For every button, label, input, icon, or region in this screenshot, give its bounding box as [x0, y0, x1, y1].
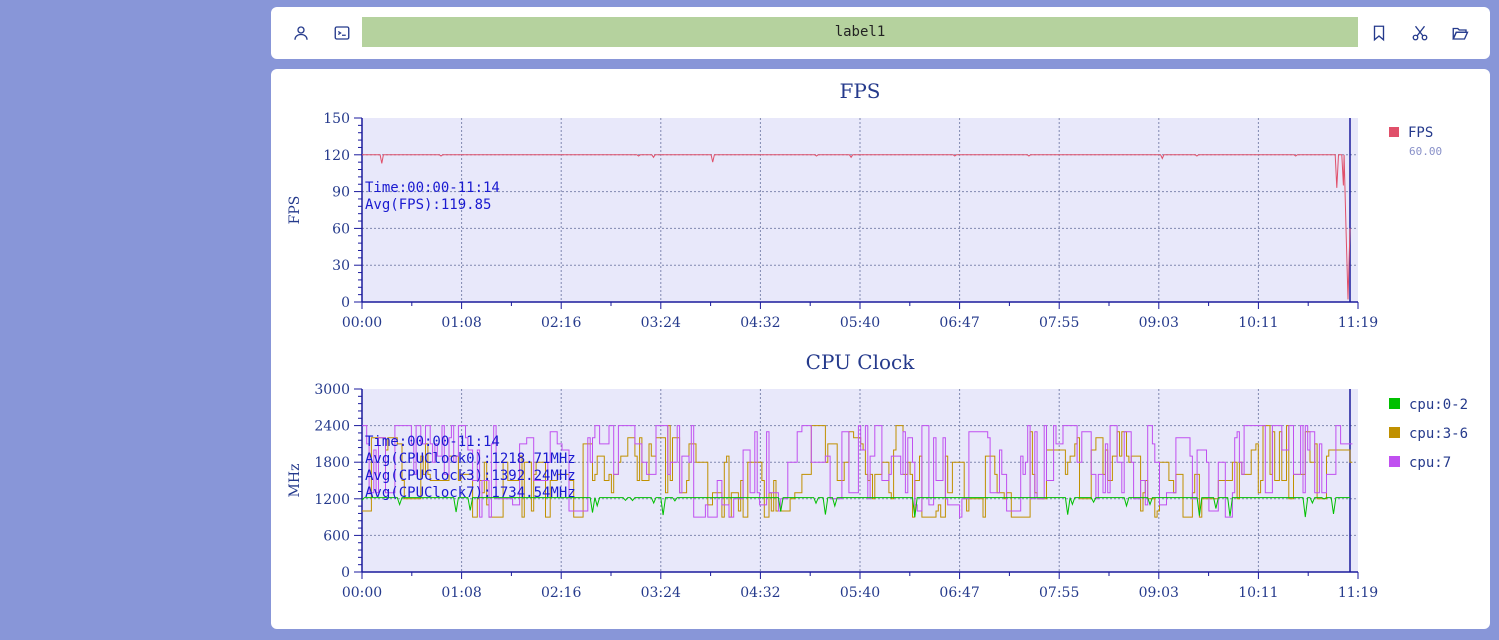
chart-title: CPU Clock — [806, 350, 916, 374]
user-icon[interactable] — [289, 21, 313, 45]
stats-note: Avg(CPUClock0):1218.71MHz — [365, 451, 576, 467]
x-tick-label: 01:08 — [441, 315, 481, 331]
cpu7-series-line — [362, 425, 1353, 518]
legend-label-fps: FPS — [1408, 125, 1433, 141]
legend-label: cpu:0-2 — [1409, 397, 1468, 413]
y-tick-label: 150 — [323, 111, 350, 127]
scissors-icon[interactable] — [1408, 21, 1432, 45]
x-tick-label: 06:47 — [939, 315, 979, 331]
terminal-icon[interactable] — [330, 21, 354, 45]
chart-title: FPS — [839, 79, 880, 103]
charts-panel: FPS 0 30 60 90 120 150 00:00 01:08 02:16 03:24 04:3… — [271, 69, 1490, 629]
stats-note: Avg(FPS):119.85 — [365, 197, 491, 213]
x-tick-label: 07:55 — [1039, 585, 1079, 601]
y-tick-label: 3000 — [314, 382, 350, 398]
toolbar: label1 — [271, 7, 1490, 59]
y-tick-label: 0 — [341, 565, 350, 581]
stats-note: Time:00:00-11:14 — [365, 180, 500, 196]
x-tick-label: 02:16 — [541, 315, 581, 331]
x-tick-label: 11:19 — [1338, 585, 1378, 601]
folder-open-icon[interactable] — [1448, 21, 1472, 45]
y-tick-label: 60 — [332, 221, 350, 237]
x-tick-label: 11:19 — [1338, 315, 1378, 331]
y-tick-label: 30 — [332, 258, 350, 274]
legend-swatch — [1389, 398, 1400, 409]
legend-swatch — [1389, 427, 1400, 438]
x-tick-label: 00:00 — [342, 585, 382, 601]
stats-note: Avg(CPUClock7):1734.54MHz — [365, 485, 576, 501]
x-tick-label: 02:16 — [541, 585, 581, 601]
label-bar: label1 — [362, 17, 1358, 47]
x-tick-label: 03:24 — [641, 585, 681, 601]
legend-swatch-fps — [1389, 127, 1399, 137]
x-tick-label: 09:03 — [1139, 315, 1179, 331]
fps-chart: FPS 0 30 60 90 120 150 00:00 01:08 02:16 03:24 04:3… — [287, 79, 1442, 331]
y-axis-label: MHz — [287, 464, 303, 498]
x-tick-label: 00:00 — [342, 315, 382, 331]
x-tick-label: 07:55 — [1039, 315, 1079, 331]
x-tick-label: 01:08 — [441, 585, 481, 601]
x-tick-label: 05:40 — [840, 315, 880, 331]
label-text: label1 — [834, 24, 886, 40]
x-tick-label: 06:47 — [939, 585, 979, 601]
bookmark-icon[interactable] — [1367, 21, 1391, 45]
x-tick-label: 03:24 — [641, 315, 681, 331]
y-tick-label: 120 — [323, 148, 350, 164]
legend-swatch — [1389, 456, 1400, 467]
x-tick-label: 05:40 — [840, 585, 880, 601]
fps-series-line — [362, 154, 1351, 300]
y-tick-label: 1200 — [314, 492, 350, 508]
y-tick-label: 2400 — [314, 419, 350, 435]
x-tick-label: 04:32 — [740, 315, 780, 331]
legend-label: cpu:7 — [1409, 455, 1451, 471]
y-tick-label: 1800 — [314, 455, 350, 471]
y-tick-label: 600 — [323, 528, 350, 544]
stats-note: Avg(CPUClock3):1392.24MHz — [365, 468, 576, 484]
legend-value-fps: 60.00 — [1409, 145, 1442, 158]
x-tick-label: 09:03 — [1139, 585, 1179, 601]
x-tick-label: 04:32 — [740, 585, 780, 601]
legend-label: cpu:3-6 — [1409, 426, 1468, 442]
cpu-clock-chart: CPU Clock 0 600 1200 1800 2400 3000 00:00 01:08 0… — [287, 350, 1468, 601]
x-tick-label: 10:11 — [1238, 315, 1278, 331]
cpu0-series-line — [361, 497, 1350, 518]
stats-note: Time:00:00-11:14 — [365, 434, 500, 450]
y-tick-label: 90 — [332, 185, 350, 201]
x-tick-label: 10:11 — [1238, 585, 1278, 601]
y-axis-label: FPS — [287, 196, 303, 225]
y-tick-label: 0 — [341, 295, 350, 311]
